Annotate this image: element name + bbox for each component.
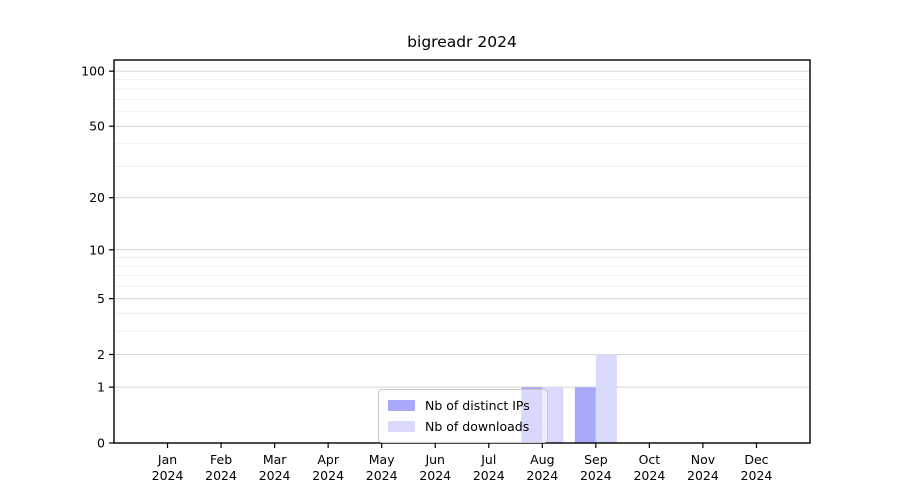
legend-label-downloads: Nb of downloads — [425, 419, 530, 434]
legend-item-distinct-ips: Nb of distinct IPs — [388, 396, 538, 415]
x-tick-label-year: 2024 — [687, 468, 719, 483]
x-tick-label-year: 2024 — [526, 468, 558, 483]
x-tick-label-year: 2024 — [633, 468, 665, 483]
legend-swatch-downloads — [388, 421, 415, 432]
x-tick-label-month: Nov — [691, 452, 716, 467]
x-tick-label-year: 2024 — [473, 468, 505, 483]
x-tick-label-month: May — [369, 452, 395, 467]
x-tick-label-year: 2024 — [366, 468, 398, 483]
chart-title: bigreadr 2024 — [407, 33, 517, 51]
x-tick-label-year: 2024 — [419, 468, 451, 483]
plot-frame — [113, 59, 811, 444]
x-tick-label-year: 2024 — [152, 468, 184, 483]
x-tick-label-month: Oct — [639, 452, 661, 467]
x-tick-label-year: 2024 — [580, 468, 612, 483]
x-tick-label-month: Sep — [584, 452, 608, 467]
bar-downloads — [595, 354, 617, 443]
x-tick-label-month: Mar — [263, 452, 287, 467]
x-tick-label-month: Jul — [480, 452, 496, 467]
y-tick-label: 20 — [89, 190, 105, 205]
x-tick-label-month: Jun — [424, 452, 445, 467]
y-tick-label: 100 — [81, 64, 105, 79]
legend-item-downloads: Nb of downloads — [388, 417, 538, 436]
x-tick-label-month: Apr — [317, 452, 339, 467]
y-tick-label: 50 — [89, 119, 105, 134]
y-tick-label: 2 — [97, 347, 105, 362]
legend-box: Nb of distinct IPs Nb of downloads — [378, 389, 548, 443]
x-tick-label-month: Jan — [157, 452, 177, 467]
y-tick-label: 10 — [89, 242, 105, 257]
x-tick-label-month: Dec — [744, 452, 768, 467]
x-tick-label-year: 2024 — [312, 468, 344, 483]
x-tick-label-year: 2024 — [741, 468, 773, 483]
x-tick-label-month: Aug — [530, 452, 554, 467]
y-tick-label: 1 — [97, 380, 105, 395]
y-tick-label: 0 — [97, 436, 105, 451]
legend-label-distinct-ips: Nb of distinct IPs — [425, 398, 530, 413]
y-tick-label: 5 — [97, 291, 105, 306]
bar-distinct-ips — [574, 387, 596, 443]
x-tick-label-year: 2024 — [259, 468, 291, 483]
x-tick-label-year: 2024 — [205, 468, 237, 483]
x-tick-label-month: Feb — [210, 452, 232, 467]
legend-swatch-distinct-ips — [388, 400, 415, 411]
